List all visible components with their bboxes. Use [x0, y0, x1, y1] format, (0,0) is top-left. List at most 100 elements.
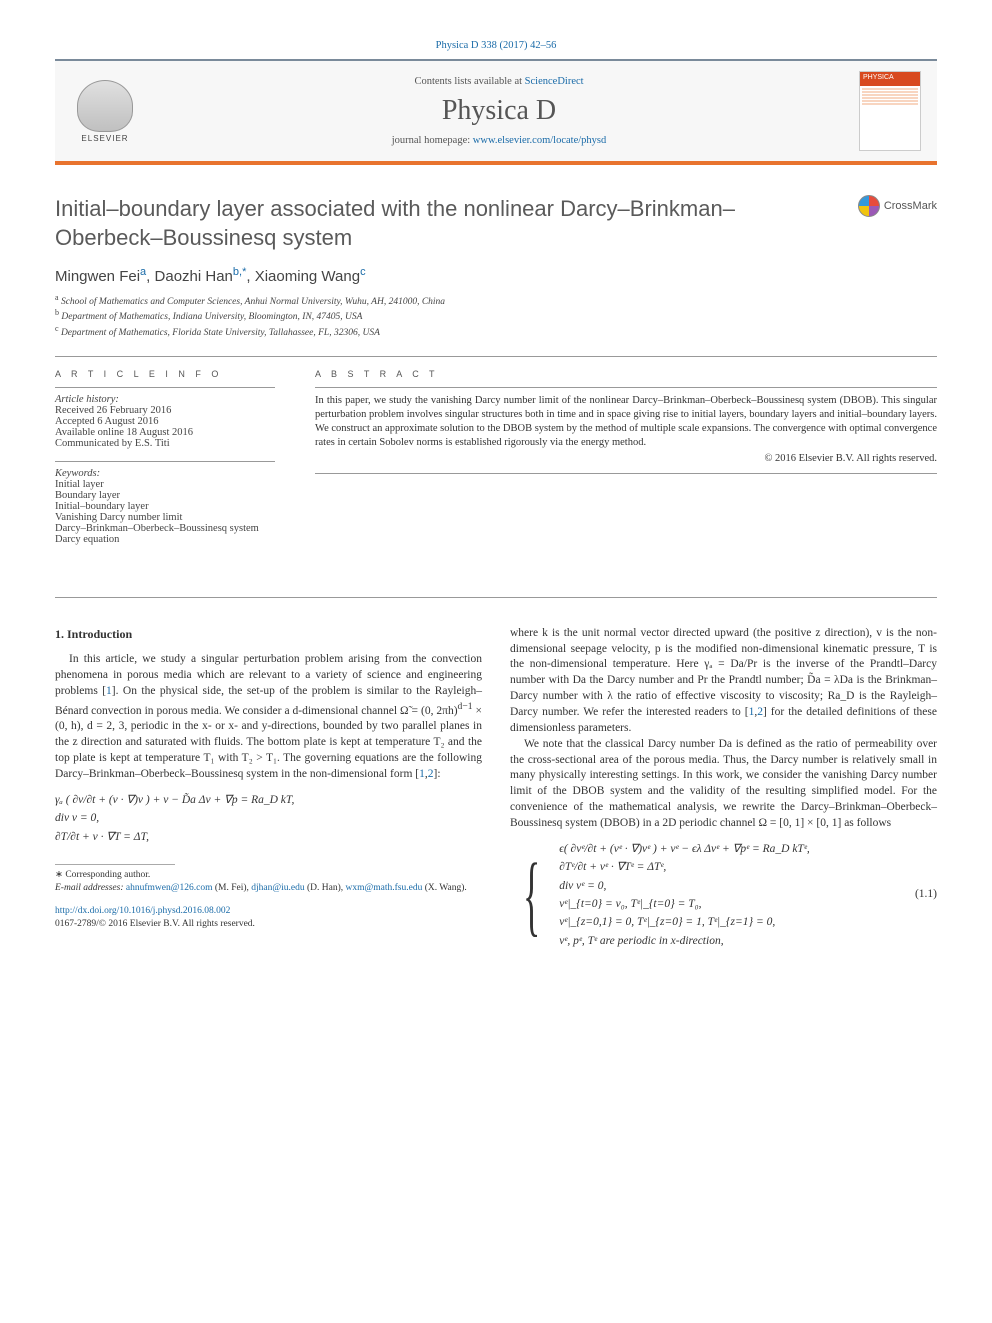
cover-body: [860, 86, 920, 150]
equation-number: (1.1): [915, 887, 937, 903]
email-label: E-mail addresses:: [55, 883, 126, 893]
author-sep: ,: [146, 268, 154, 285]
section-heading: 1. Introduction: [55, 626, 482, 643]
contents-prefix: Contents lists available at: [414, 76, 524, 87]
authors: Mingwen Feia, Daozhi Hanb,*, Xiaoming Wa…: [55, 266, 937, 285]
keywords-label: Keywords:: [55, 468, 275, 479]
copyright: © 2016 Elsevier B.V. All rights reserved…: [315, 452, 937, 466]
equation-line: ϵ( ∂vᵉ/∂t + (vᵉ · ∇)vᵉ ) + vᵉ − ϵλ Δvᵉ +…: [559, 840, 810, 858]
affiliation: c Department of Mathematics, Florida Sta…: [55, 324, 937, 338]
citation: Physica D 338 (2017) 42–56: [55, 40, 937, 51]
abstract-body: In this paper, we study the vanishing Da…: [315, 387, 937, 467]
paragraph: where k is the unit normal vector direct…: [510, 626, 937, 737]
history-item: Available online 18 August 2016: [55, 427, 275, 438]
author-name: Mingwen Fei: [55, 268, 140, 285]
equation-system: { ϵ( ∂vᵉ/∂t + (vᵉ · ∇)vᵉ ) + vᵉ − ϵλ Δvᵉ…: [510, 840, 937, 950]
equation-line: ∂Tᵉ/∂t + vᵉ · ∇Tᵉ = ΔTᵉ,: [559, 858, 810, 876]
email-link[interactable]: ahnufmwen@126.com: [126, 883, 213, 893]
keyword: Vanishing Darcy number limit: [55, 512, 275, 523]
keyword: Darcy equation: [55, 534, 275, 545]
publisher-name: ELSEVIER: [81, 134, 128, 143]
keyword: Boundary layer: [55, 490, 275, 501]
aff-text: School of Mathematics and Computer Scien…: [61, 297, 445, 307]
author-name: Xiaoming Wang: [255, 268, 360, 285]
text: ]:: [433, 768, 440, 780]
aff-sup: a: [55, 293, 59, 302]
aff-text: Department of Mathematics, Florida State…: [61, 328, 380, 338]
elsevier-tree-icon: [77, 80, 133, 132]
aff-sup: b: [55, 308, 59, 317]
keyword: Initial layer: [55, 479, 275, 490]
homepage-link[interactable]: www.elsevier.com/locate/physd: [473, 135, 606, 146]
author-sep: ,: [246, 268, 254, 285]
keyword: Darcy–Brinkman–Oberbeck–Boussinesq syste…: [55, 523, 275, 534]
history-item: Accepted 6 August 2016: [55, 416, 275, 427]
email-attribution: (M. Fei): [215, 883, 247, 893]
paragraph: We note that the classical Darcy number …: [510, 737, 937, 832]
corresponding-author: ∗ Corresponding author.: [55, 869, 482, 882]
abstract-text: In this paper, we study the vanishing Da…: [315, 395, 937, 449]
rule: [55, 387, 275, 388]
abstract: A B S T R A C T In this paper, we study …: [315, 369, 937, 557]
footnote-separator: [55, 864, 175, 865]
rule: [55, 356, 937, 357]
footnotes: ∗ Corresponding author. E-mail addresses…: [55, 869, 482, 895]
equation-line: vᵉ|_{t=0} = v₀, Tᵉ|_{t=0} = T₀,: [559, 895, 810, 913]
article-info-head: A R T I C L E I N F O: [55, 369, 275, 379]
brace-icon: {: [523, 864, 540, 927]
elsevier-logo: ELSEVIER: [71, 75, 139, 147]
aff-sup: c: [55, 324, 59, 333]
text: ]. On the physical side, the set-up of t…: [55, 685, 482, 717]
homepage-prefix: journal homepage:: [392, 135, 473, 146]
paragraph: In this article, we study a singular per…: [55, 652, 482, 783]
period: .: [464, 883, 466, 893]
crossmark-label: CrossMark: [884, 200, 937, 212]
rule: [315, 473, 937, 474]
citation-ref[interactable]: 1: [749, 706, 755, 718]
rule: [55, 461, 275, 462]
history-item: Received 26 February 2016: [55, 405, 275, 416]
equation-line: vᵉ|_{z=0,1} = 0, Tᵉ|_{z=0} = 1, Tᵉ|_{z=1…: [559, 913, 810, 931]
journal-name: Physica D: [159, 95, 839, 127]
affiliation: b Department of Mathematics, Indiana Uni…: [55, 308, 937, 322]
article-title: Initial–boundary layer associated with t…: [55, 195, 805, 252]
history-item: Communicated by E.S. Titi: [55, 438, 275, 449]
history-label: Article history:: [55, 394, 275, 405]
equation-line: div vᵉ = 0,: [559, 877, 810, 895]
article-info: A R T I C L E I N F O Article history: R…: [55, 369, 275, 557]
crossmark-icon: [858, 195, 880, 217]
journal-banner: ELSEVIER Contents lists available at Sci…: [55, 59, 937, 165]
doi-link[interactable]: http://dx.doi.org/10.1016/j.physd.2016.0…: [55, 906, 230, 916]
footnote-text: Corresponding author.: [65, 870, 150, 880]
homepage-line: journal homepage: www.elsevier.com/locat…: [159, 135, 839, 146]
equation: γₐ ( ∂v/∂t + (v · ∇)v ) + v − D̃a Δv + ∇…: [55, 791, 482, 846]
issn-line: 0167-2789/© 2016 Elsevier B.V. All right…: [55, 918, 482, 931]
email-addresses: E-mail addresses: ahnufmwen@126.com (M. …: [55, 882, 482, 895]
author-aff-link[interactable]: c: [360, 266, 366, 278]
email-attribution: (X. Wang): [425, 883, 465, 893]
keyword: Initial–boundary layer: [55, 501, 275, 512]
email-link[interactable]: djhan@iu.edu: [251, 883, 304, 893]
author-name: Daozhi Han: [155, 268, 233, 285]
sciencedirect-link[interactable]: ScienceDirect: [525, 76, 584, 87]
affiliations: a School of Mathematics and Computer Sci…: [55, 293, 937, 337]
column-left: 1. Introduction In this article, we stud…: [55, 626, 482, 959]
citation-ref[interactable]: 1: [419, 768, 425, 780]
doi-block: http://dx.doi.org/10.1016/j.physd.2016.0…: [55, 905, 482, 931]
banner-center: Contents lists available at ScienceDirec…: [159, 76, 839, 146]
column-right: where k is the unit normal vector direct…: [510, 626, 937, 959]
cover-thumbnail: PHYSICA: [859, 71, 921, 151]
affiliation: a School of Mathematics and Computer Sci…: [55, 293, 937, 307]
contents-list-line: Contents lists available at ScienceDirec…: [159, 76, 839, 87]
equation-line: vᵉ, pᵉ, Tᵉ are periodic in x-direction,: [559, 932, 810, 950]
email-link[interactable]: wxm@math.fsu.edu: [346, 883, 423, 893]
email-attribution: (D. Han): [307, 883, 341, 893]
equation-line: ∂T/∂t + v · ∇T = ΔT,: [55, 828, 482, 846]
crossmark-badge[interactable]: CrossMark: [858, 195, 937, 217]
equation-line: div v = 0,: [55, 809, 482, 827]
equation-lines: ϵ( ∂vᵉ/∂t + (vᵉ · ∇)vᵉ ) + vᵉ − ϵλ Δvᵉ +…: [559, 840, 810, 950]
body-columns: 1. Introduction In this article, we stud…: [55, 597, 937, 959]
cover-title: PHYSICA: [860, 72, 920, 86]
aff-text: Department of Mathematics, Indiana Unive…: [61, 313, 362, 323]
equation-line: γₐ ( ∂v/∂t + (v · ∇)v ) + v − D̃a Δv + ∇…: [55, 791, 482, 809]
